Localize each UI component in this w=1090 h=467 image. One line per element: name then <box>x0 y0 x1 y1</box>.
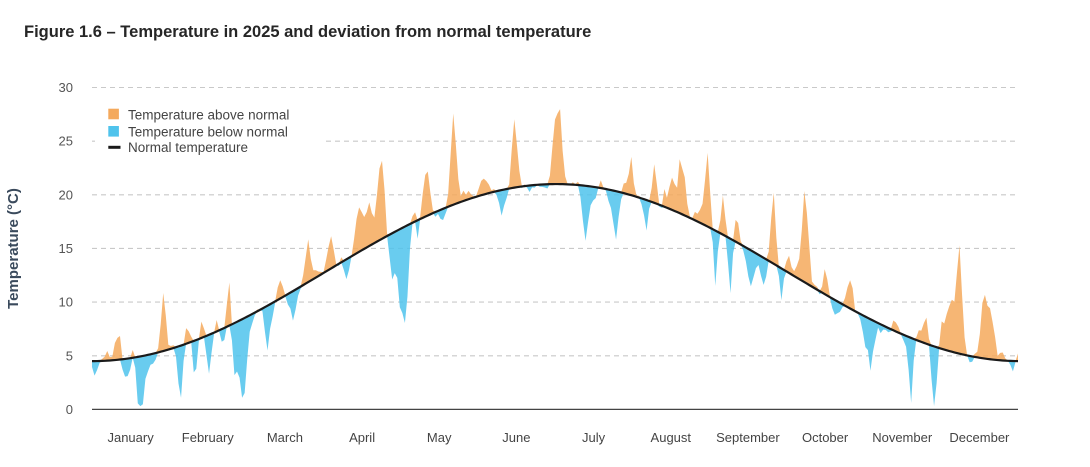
svg-text:July: July <box>582 430 606 445</box>
svg-text:30: 30 <box>59 80 73 95</box>
svg-text:December: December <box>949 430 1010 445</box>
svg-text:0: 0 <box>66 402 73 417</box>
svg-text:November: November <box>872 430 933 445</box>
svg-text:June: June <box>502 430 530 445</box>
svg-text:March: March <box>267 430 303 445</box>
svg-text:5: 5 <box>66 348 73 363</box>
svg-text:15: 15 <box>59 241 73 256</box>
svg-text:20: 20 <box>59 187 73 202</box>
svg-text:February: February <box>182 430 235 445</box>
svg-text:January: January <box>107 430 154 445</box>
svg-text:10: 10 <box>59 295 73 310</box>
svg-text:September: September <box>716 430 780 445</box>
svg-text:April: April <box>349 430 375 445</box>
svg-text:25: 25 <box>59 134 73 149</box>
svg-text:Temperature above normal: Temperature above normal <box>128 107 289 122</box>
svg-text:Temperature below normal: Temperature below normal <box>128 125 288 140</box>
svg-text:August: August <box>651 430 692 445</box>
svg-text:Normal temperature: Normal temperature <box>128 140 248 155</box>
svg-text:October: October <box>802 430 849 445</box>
svg-text:May: May <box>427 430 452 445</box>
